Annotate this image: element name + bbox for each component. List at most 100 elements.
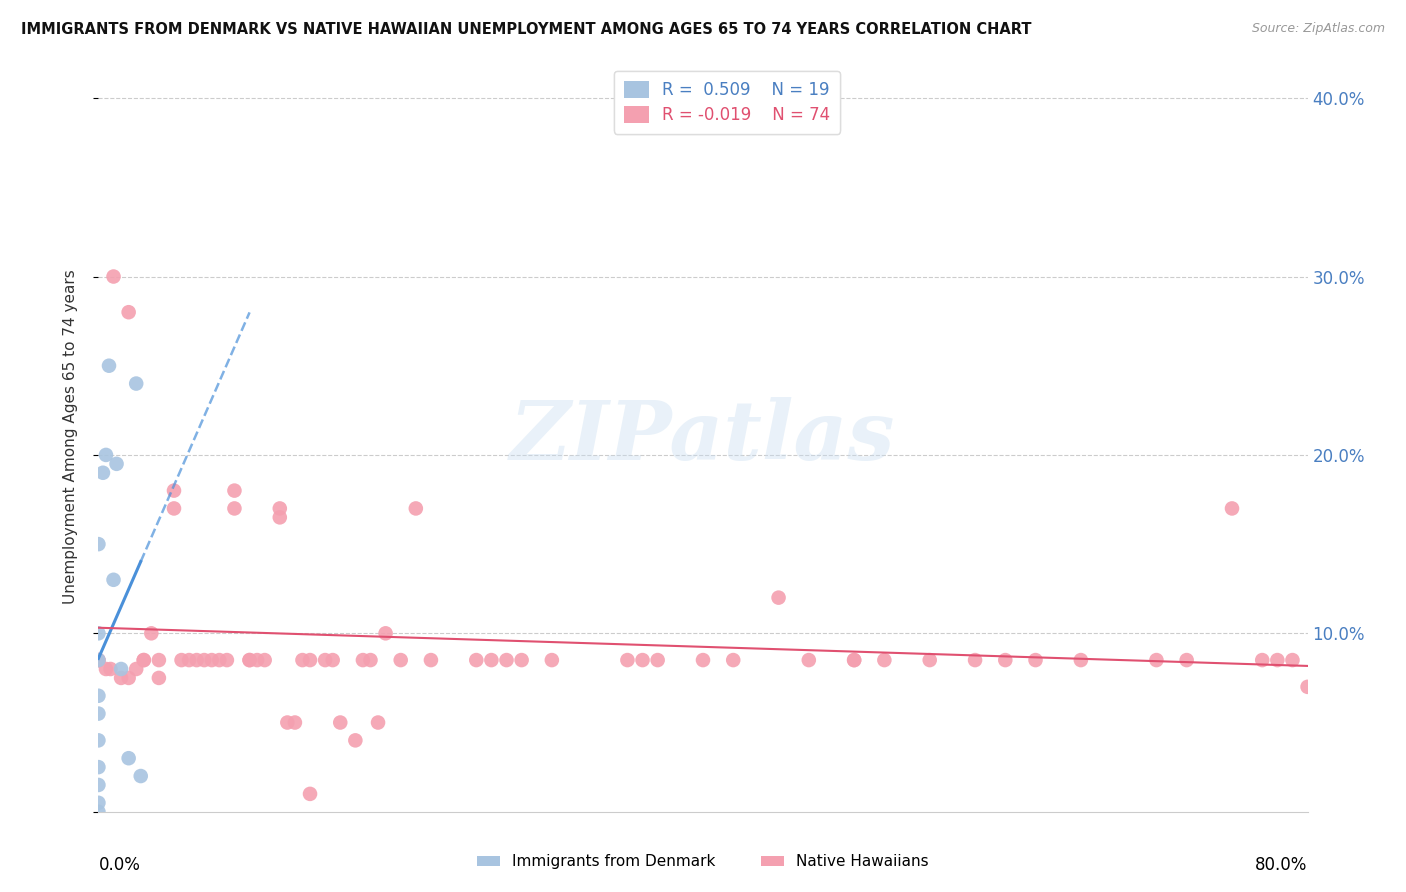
Point	[105, 457, 128, 471]
Point	[239, 653, 262, 667]
Point	[1175, 653, 1198, 667]
Point	[647, 653, 669, 667]
Point	[94, 662, 117, 676]
Point	[118, 751, 141, 765]
Text: Source: ZipAtlas.com: Source: ZipAtlas.com	[1251, 22, 1385, 36]
Point	[87, 778, 110, 792]
Legend: Immigrants from Denmark, Native Hawaiians: Immigrants from Denmark, Native Hawaiian…	[471, 848, 935, 875]
Point	[87, 733, 110, 747]
Point	[163, 501, 186, 516]
Point	[118, 671, 141, 685]
Point	[193, 653, 215, 667]
Point	[994, 653, 1017, 667]
Point	[540, 653, 562, 667]
Point	[360, 653, 382, 667]
Point	[1070, 653, 1092, 667]
Point	[110, 662, 132, 676]
Point	[253, 653, 276, 667]
Point	[87, 760, 110, 774]
Point	[291, 653, 314, 667]
Point	[87, 689, 110, 703]
Point	[163, 483, 186, 498]
Point	[94, 448, 117, 462]
Point	[510, 653, 533, 667]
Point	[873, 653, 896, 667]
Point	[87, 706, 110, 721]
Point	[170, 653, 193, 667]
Point	[246, 653, 269, 667]
Point	[87, 626, 110, 640]
Point	[269, 510, 291, 524]
Point	[87, 796, 110, 810]
Point	[1144, 653, 1167, 667]
Point	[797, 653, 820, 667]
Point	[465, 653, 488, 667]
Point	[269, 501, 291, 516]
Point	[692, 653, 714, 667]
Point	[87, 653, 110, 667]
Point	[367, 715, 389, 730]
Text: IMMIGRANTS FROM DENMARK VS NATIVE HAWAIIAN UNEMPLOYMENT AMONG AGES 65 TO 74 YEAR: IMMIGRANTS FROM DENMARK VS NATIVE HAWAII…	[21, 22, 1032, 37]
Point	[110, 671, 132, 685]
Point	[1267, 653, 1289, 667]
Point	[322, 653, 344, 667]
Point	[352, 653, 374, 667]
Point	[98, 359, 121, 373]
Text: 0.0%: 0.0%	[98, 856, 141, 874]
Point	[616, 653, 638, 667]
Point	[125, 662, 148, 676]
Point	[768, 591, 790, 605]
Point	[844, 653, 866, 667]
Point	[91, 466, 114, 480]
Point	[405, 501, 427, 516]
Text: 80.0%: 80.0%	[1256, 856, 1308, 874]
Point	[1281, 653, 1303, 667]
Point	[224, 483, 246, 498]
Point	[314, 653, 336, 667]
Point	[132, 653, 155, 667]
Point	[299, 653, 322, 667]
Point	[186, 653, 208, 667]
Point	[125, 376, 148, 391]
Point	[87, 653, 110, 667]
Point	[276, 715, 298, 730]
Point	[141, 626, 163, 640]
Point	[420, 653, 443, 667]
Point	[239, 653, 262, 667]
Point	[495, 653, 517, 667]
Point	[148, 671, 170, 685]
Point	[284, 715, 307, 730]
Point	[118, 305, 141, 319]
Point	[374, 626, 396, 640]
Point	[148, 653, 170, 667]
Point	[918, 653, 941, 667]
Point	[208, 653, 231, 667]
Point	[631, 653, 654, 667]
Point	[87, 805, 110, 819]
Point	[87, 537, 110, 551]
Point	[1296, 680, 1319, 694]
Point	[179, 653, 201, 667]
Y-axis label: Unemployment Among Ages 65 to 74 years: Unemployment Among Ages 65 to 74 years	[63, 269, 77, 605]
Point	[87, 653, 110, 667]
Point	[1024, 653, 1046, 667]
Point	[965, 653, 987, 667]
Point	[129, 769, 152, 783]
Point	[103, 573, 125, 587]
Point	[103, 269, 125, 284]
Point	[389, 653, 412, 667]
Point	[844, 653, 866, 667]
Text: ZIPatlas: ZIPatlas	[510, 397, 896, 477]
Point	[100, 662, 122, 676]
Point	[344, 733, 367, 747]
Point	[1220, 501, 1243, 516]
Legend: R =  0.509    N = 19, R = -0.019    N = 74: R = 0.509 N = 19, R = -0.019 N = 74	[614, 70, 841, 134]
Point	[201, 653, 224, 667]
Point	[299, 787, 322, 801]
Point	[224, 501, 246, 516]
Point	[723, 653, 745, 667]
Point	[481, 653, 503, 667]
Point	[1251, 653, 1274, 667]
Point	[329, 715, 352, 730]
Point	[215, 653, 238, 667]
